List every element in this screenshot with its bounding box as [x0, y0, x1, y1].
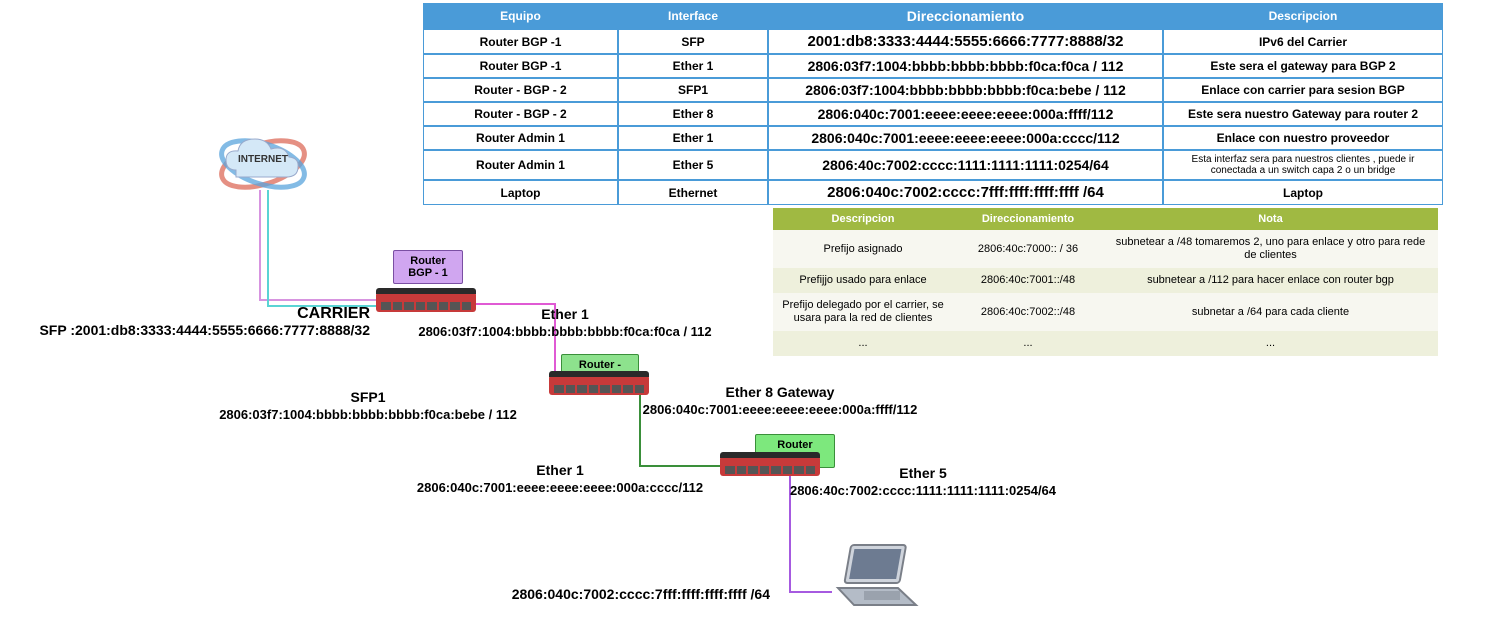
prefix-table-cell: subnetear a /112 para hacer enlace con r… — [1103, 268, 1438, 293]
main-table-cell: 2806:040c:7001:eeee:eeee:eeee:000a:ffff/… — [768, 102, 1163, 126]
main-table-header: Descripcion — [1163, 3, 1443, 29]
internet-label: INTERNET — [218, 154, 308, 165]
ether1-b-text: Ether 1 2806:040c:7001:eeee:eeee:eeee:00… — [400, 462, 720, 496]
prefix-table: DescripcionDireccionamientoNota Prefijo … — [773, 208, 1438, 356]
main-table-cell: Ether 1 — [618, 54, 768, 78]
sfp1-text: SFP1 2806:03f7:1004:bbbb:bbbb:bbbb:f0ca:… — [198, 389, 538, 423]
main-table-cell: Este sera nuestro Gateway para router 2 — [1163, 102, 1443, 126]
prefix-table-cell: ... — [953, 331, 1103, 356]
carrier-text: CARRIER SFP :2001:db8:3333:4444:5555:666… — [10, 305, 370, 339]
main-table-cell: 2806:040c:7001:eeee:eeee:eeee:000a:cccc/… — [768, 126, 1163, 150]
prefix-table-cell: Prefijjo usado para enlace — [773, 268, 953, 293]
internet-cloud-icon: INTERNET — [218, 134, 308, 189]
main-table-header: Equipo — [423, 3, 618, 29]
main-table-cell: Este sera el gateway para BGP 2 — [1163, 54, 1443, 78]
main-table-cell: Enlace con carrier para sesion BGP — [1163, 78, 1443, 102]
prefix-table-cell: Prefijo delegado por el carrier, se usar… — [773, 293, 953, 331]
prefix-table-cell: subnetear a /48 tomaremos 2, uno para en… — [1103, 230, 1438, 268]
main-table-cell: SFP — [618, 29, 768, 54]
main-table-cell: SFP1 — [618, 78, 768, 102]
main-table-cell: 2001:db8:3333:4444:5555:6666:7777:8888/3… — [768, 29, 1163, 54]
ether1-a-text: Ether 1 2806:03f7:1004:bbbb:bbbb:bbbb:f0… — [405, 306, 725, 340]
main-table-cell: Router - BGP - 2 — [423, 78, 618, 102]
main-table-cell: 2806:040c:7002:cccc:7fff:ffff:ffff:ffff … — [768, 180, 1163, 205]
main-table-cell: Ether 1 — [618, 126, 768, 150]
router-bgp1-label: Router BGP - 1 — [393, 250, 463, 284]
main-table-cell: Ethernet — [618, 180, 768, 205]
prefix-table-cell: 2806:40c:7001::/48 — [953, 268, 1103, 293]
main-table-cell: Router BGP -1 — [423, 29, 618, 54]
prefix-table-cell: ... — [773, 331, 953, 356]
prefix-table-cell: ... — [1103, 331, 1438, 356]
main-table-cell: Ether 8 — [618, 102, 768, 126]
addressing-table: EquipoInterfaceDireccionamientoDescripci… — [423, 3, 1443, 205]
main-table-cell: 2806:40c:7002:cccc:1111:1111:1111:0254/6… — [768, 150, 1163, 180]
ether5-text: Ether 5 2806:40c:7002:cccc:1111:1111:111… — [778, 465, 1068, 499]
main-table-cell: Laptop — [1163, 180, 1443, 205]
prefix-table-header: Descripcion — [773, 208, 953, 230]
prefix-table-cell: Prefijo asignado — [773, 230, 953, 268]
prefix-table-header: Nota — [1103, 208, 1438, 230]
main-table-cell: Router - BGP - 2 — [423, 102, 618, 126]
prefix-table-cell: 2806:40c:7000:: / 36 — [953, 230, 1103, 268]
main-table-cell: Router Admin 1 — [423, 126, 618, 150]
main-table-cell: 2806:03f7:1004:bbbb:bbbb:bbbb:f0ca:f0ca … — [768, 54, 1163, 78]
router-bgp2-icon — [549, 375, 649, 395]
prefix-table-cell: 2806:40c:7002::/48 — [953, 293, 1103, 331]
main-table-header: Direccionamiento — [768, 3, 1163, 29]
laptop-icon — [830, 540, 920, 613]
main-table-cell: Router Admin 1 — [423, 150, 618, 180]
prefix-table-cell: subnetar a /64 para cada cliente — [1103, 293, 1438, 331]
main-table-cell: Router BGP -1 — [423, 54, 618, 78]
prefix-table-header: Direccionamiento — [953, 208, 1103, 230]
main-table-header: Interface — [618, 3, 768, 29]
main-table-cell: Laptop — [423, 180, 618, 205]
main-table-cell: Enlace con nuestro proveedor — [1163, 126, 1443, 150]
main-table-cell: IPv6 del Carrier — [1163, 29, 1443, 54]
ether8-text: Ether 8 Gateway 2806:040c:7001:eeee:eeee… — [635, 384, 925, 418]
main-table-cell: 2806:03f7:1004:bbbb:bbbb:bbbb:f0ca:bebe … — [768, 78, 1163, 102]
main-table-cell: Ether 5 — [618, 150, 768, 180]
main-table-cell: Esta interfaz sera para nuestros cliente… — [1163, 150, 1443, 180]
laptop-addr-text: 2806:040c:7002:cccc:7fff:ffff:ffff:ffff … — [460, 586, 770, 603]
